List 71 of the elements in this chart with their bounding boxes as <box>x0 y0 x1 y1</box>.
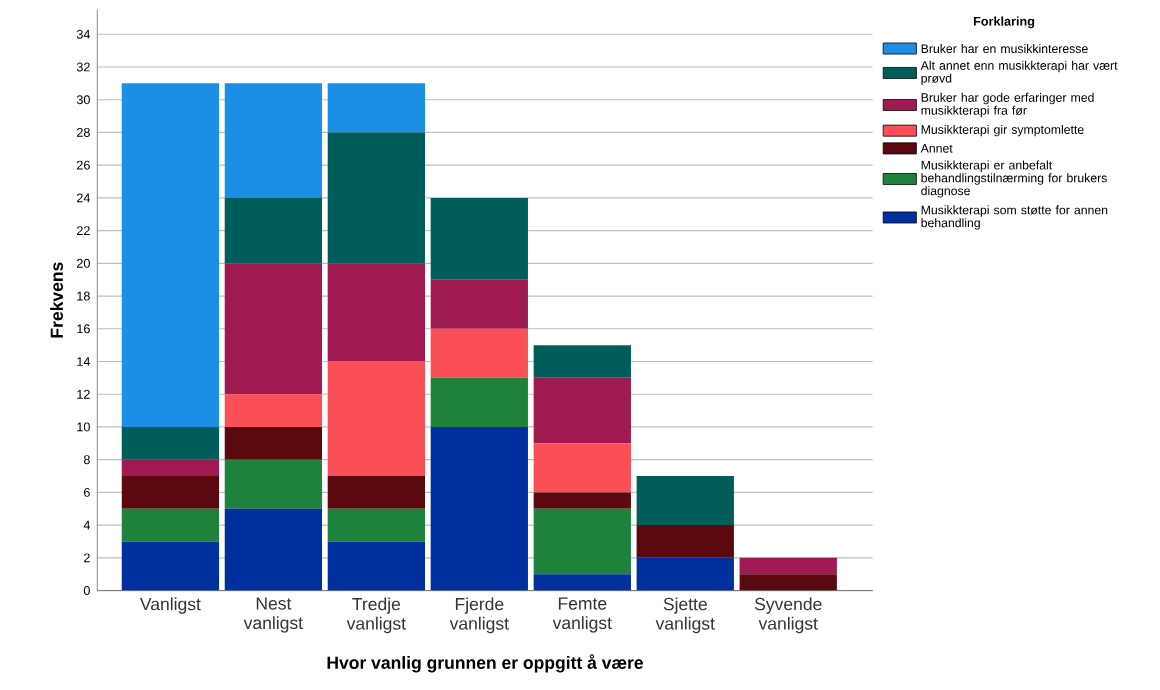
y-tick-label: 34 <box>76 29 91 39</box>
legend-title: Forklaring <box>973 16 1035 29</box>
y-tick-label: 28 <box>76 128 90 138</box>
x-tick-label: Sjette vanligst <box>655 597 715 634</box>
y-tick-label: 2 <box>84 553 90 563</box>
bar <box>327 508 425 542</box>
bar <box>636 525 734 558</box>
y-tick-label: 6 <box>84 488 90 497</box>
x-tick-label: Femte vanligst <box>552 597 612 633</box>
bar <box>430 377 528 428</box>
bar <box>533 508 631 575</box>
x-tick-label: Tredje vanligst <box>346 597 406 634</box>
bar <box>430 197 528 280</box>
bar <box>121 508 220 542</box>
bar <box>224 197 323 264</box>
bar <box>739 574 837 591</box>
y-tick-label: 4 <box>83 520 91 530</box>
bar <box>533 443 631 493</box>
y-tick-label: 32 <box>76 62 90 72</box>
bar <box>533 377 631 444</box>
y-tick-label: 10 <box>77 422 90 432</box>
y-tick-label: 18 <box>77 291 90 301</box>
bar <box>121 83 220 428</box>
y-tick-label: 16 <box>77 324 90 334</box>
bar <box>430 279 528 329</box>
y-tick-label: 22 <box>76 226 90 236</box>
bar <box>327 263 425 362</box>
y-tick-label: 12 <box>77 389 90 399</box>
legend-label: Musikkterapi er anbefalt behandlingstilnærming for brukers diagnose <box>921 160 1107 198</box>
bar <box>739 557 837 575</box>
y-tick-label: 24 <box>76 193 91 203</box>
bar <box>224 263 323 395</box>
bar <box>533 492 631 509</box>
bar <box>533 574 631 591</box>
bar <box>327 361 425 477</box>
bar <box>224 394 323 428</box>
y-tick-label: 8 <box>83 455 90 465</box>
bar <box>224 83 323 198</box>
legend-label: Alt annet enn musikkterapi har vært prøvd <box>920 60 1118 86</box>
bar <box>224 427 323 460</box>
y-tick-label: 20 <box>76 258 90 268</box>
legend-label: Musikkterapi gir symptomlette <box>921 125 1084 137</box>
bar <box>224 508 323 591</box>
x-tick-label: Fjerde vanligst <box>449 597 509 634</box>
legend-label: Bruker har en musikkinteresse <box>921 44 1088 54</box>
bar <box>533 345 631 378</box>
bar <box>121 541 220 591</box>
bar <box>430 427 528 591</box>
y-axis-title: Frekvens <box>50 262 63 338</box>
y-tick-label: 14 <box>77 357 91 366</box>
y-tick-label: 0 <box>83 586 90 596</box>
x-axis-title: Hvor vanlig grunnen er oppgitt å være <box>327 654 644 673</box>
bar <box>327 541 425 591</box>
x-tick-label: Vanligst <box>139 597 201 614</box>
bar <box>121 459 220 477</box>
x-tick-label: Nest vanligst <box>243 597 303 633</box>
bar <box>121 427 220 460</box>
bar <box>224 459 323 509</box>
bar <box>327 476 425 509</box>
x-tick-label: Syvende vanligst <box>754 597 822 634</box>
bar <box>327 83 425 133</box>
y-tick-label: 26 <box>76 160 90 170</box>
bar <box>430 328 528 378</box>
bar <box>327 132 425 264</box>
bar <box>636 557 734 591</box>
legend-label: Musikkterapi som støtte for annen behandling <box>921 205 1108 230</box>
legend-label: Bruker har gode erfaringer med musikkterapi fra før <box>921 92 1094 118</box>
bar <box>636 476 734 526</box>
y-tick-label: 30 <box>76 95 90 105</box>
legend-label: Annet <box>920 144 953 153</box>
bar <box>121 476 220 509</box>
